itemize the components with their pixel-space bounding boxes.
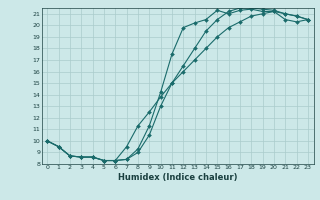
X-axis label: Humidex (Indice chaleur): Humidex (Indice chaleur) [118, 173, 237, 182]
